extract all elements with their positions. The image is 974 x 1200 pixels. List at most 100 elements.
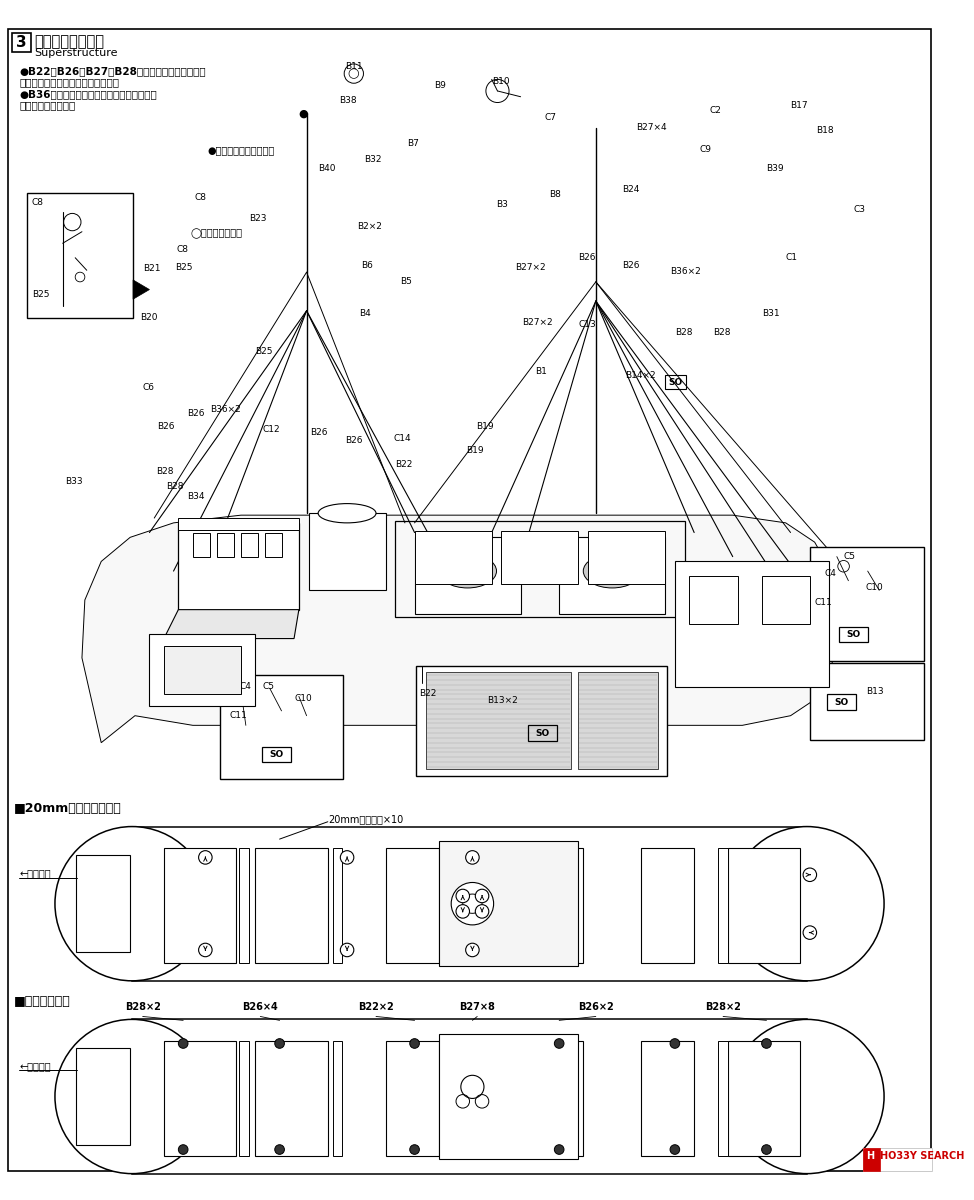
Bar <box>511 847 583 964</box>
Text: C8: C8 <box>176 245 188 254</box>
Text: お楽しみ頂けます。: お楽しみ頂けます。 <box>19 101 76 110</box>
Bar <box>427 672 571 769</box>
Text: ●B22，B26，B27，B28，の各通風筒は実艦では: ●B22，B26，B27，B28，の各通風筒は実艦では <box>19 66 206 76</box>
Text: B36×2: B36×2 <box>670 268 701 276</box>
Bar <box>27 193 133 318</box>
Bar <box>441 1040 451 1157</box>
Circle shape <box>178 1145 188 1154</box>
Bar <box>809 547 923 661</box>
Bar <box>164 847 237 964</box>
Text: B25: B25 <box>32 289 50 299</box>
Bar <box>441 847 451 964</box>
Text: ■20mm単装機銃の配置: ■20mm単装機銃の配置 <box>14 803 121 816</box>
Text: B26×4: B26×4 <box>243 1002 279 1012</box>
Polygon shape <box>82 515 837 743</box>
Text: 20mm単装機銃×10: 20mm単装機銃×10 <box>328 814 403 824</box>
Text: B32: B32 <box>364 155 382 163</box>
Text: HO33Y SEARCH: HO33Y SEARCH <box>880 1152 964 1162</box>
Circle shape <box>554 1145 564 1154</box>
Text: B28: B28 <box>156 467 173 476</box>
Text: ●: ● <box>299 108 309 119</box>
Bar <box>438 1034 579 1159</box>
Text: B36×2: B36×2 <box>210 406 241 414</box>
Bar <box>511 1040 583 1157</box>
Ellipse shape <box>55 1019 209 1174</box>
Bar <box>839 626 868 642</box>
Circle shape <box>466 851 479 864</box>
Text: B22: B22 <box>420 689 436 697</box>
Text: B27×4: B27×4 <box>636 122 667 132</box>
Text: ●この穴は使用しません: ●この穴は使用しません <box>207 145 275 155</box>
Bar <box>164 647 241 695</box>
Text: B26: B26 <box>311 428 328 437</box>
Bar <box>506 1040 516 1157</box>
Text: B28×2: B28×2 <box>705 1002 741 1012</box>
Text: B26: B26 <box>621 260 639 270</box>
Text: C1: C1 <box>786 253 798 262</box>
Text: B27×2: B27×2 <box>515 263 545 271</box>
Bar <box>415 538 521 614</box>
Circle shape <box>340 851 354 864</box>
Text: B26: B26 <box>345 436 362 445</box>
Circle shape <box>762 1145 771 1154</box>
Text: B1: B1 <box>535 367 547 376</box>
Bar <box>132 1019 806 1174</box>
Circle shape <box>670 1039 680 1049</box>
Ellipse shape <box>583 554 641 588</box>
Text: B24: B24 <box>621 186 639 194</box>
Text: B6: B6 <box>361 260 373 270</box>
Text: B26: B26 <box>579 253 596 262</box>
Polygon shape <box>164 610 299 638</box>
Text: B17: B17 <box>791 101 808 109</box>
Circle shape <box>275 1145 284 1154</box>
Text: B27×2: B27×2 <box>522 318 553 328</box>
Text: H: H <box>866 1152 874 1162</box>
Text: B25: B25 <box>255 348 273 356</box>
Bar <box>386 847 438 964</box>
Text: B28: B28 <box>166 482 183 491</box>
Bar <box>559 538 665 614</box>
Text: B27×8: B27×8 <box>460 1002 495 1012</box>
Bar <box>438 841 579 966</box>
Text: B22: B22 <box>395 461 413 469</box>
Text: B10: B10 <box>492 78 509 86</box>
Text: B38: B38 <box>339 96 357 104</box>
Text: ■通風筒の配置: ■通風筒の配置 <box>14 995 70 1008</box>
Text: C3: C3 <box>853 205 865 214</box>
Bar <box>239 847 248 964</box>
Circle shape <box>804 926 816 940</box>
Polygon shape <box>178 523 299 610</box>
Text: SO: SO <box>669 378 683 386</box>
Text: ←艦首方向: ←艦首方向 <box>19 1061 51 1070</box>
Text: B9: B9 <box>433 82 446 90</box>
Bar <box>827 695 856 710</box>
Text: B8: B8 <box>549 191 561 199</box>
Bar <box>641 1040 694 1157</box>
Text: B18: B18 <box>816 126 834 134</box>
Bar <box>132 827 806 980</box>
Text: B21: B21 <box>142 264 160 274</box>
Bar <box>262 746 291 762</box>
Bar <box>309 514 386 590</box>
Text: ●B36のクレーン・ブームは角度を変えても: ●B36のクレーン・ブームは角度を変えても <box>19 89 157 100</box>
Text: C5: C5 <box>262 682 275 691</box>
Text: C8: C8 <box>32 198 44 206</box>
Polygon shape <box>41 454 868 762</box>
Bar <box>809 662 923 739</box>
Bar <box>506 847 516 964</box>
Bar <box>239 1040 248 1157</box>
Bar <box>241 533 258 557</box>
Bar <box>502 530 579 583</box>
Text: B13: B13 <box>866 686 883 696</box>
Text: SO: SO <box>270 750 283 758</box>
Bar <box>220 676 343 779</box>
Circle shape <box>275 1039 284 1049</box>
Bar <box>863 1147 932 1171</box>
Text: B2×2: B2×2 <box>356 222 382 232</box>
Text: B26: B26 <box>157 421 174 431</box>
Bar <box>164 1040 237 1157</box>
Text: C2: C2 <box>710 107 722 115</box>
Bar <box>675 562 829 686</box>
Bar <box>265 533 282 557</box>
Text: C8: C8 <box>195 193 206 202</box>
